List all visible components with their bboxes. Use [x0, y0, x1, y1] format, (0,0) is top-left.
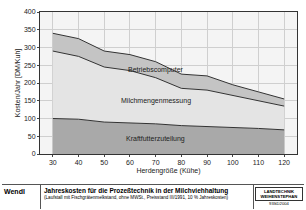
- svg-text:100: 100: [24, 115, 36, 122]
- svg-text:80: 80: [177, 159, 185, 166]
- svg-text:100: 100: [227, 159, 239, 166]
- html-text:93SD2004: 93SD2004: [269, 201, 289, 206]
- svg-text:200: 200: [24, 79, 36, 86]
- svg-text:Herdengröße (Kühe): Herdengröße (Kühe): [136, 167, 200, 175]
- svg-text:90: 90: [203, 159, 211, 166]
- svg-text:0: 0: [32, 150, 36, 157]
- html-text:LANDTECHNIK WEIHENSTEPHAN: LANDTECHNIK WEIHENSTEPHAN: [260, 189, 298, 199]
- html-text:(Laufstall mit Fischgrätenmelk: (Laufstall mit Fischgrätenmelkstand, ohn…: [44, 195, 229, 200]
- svg-text:110: 110: [253, 159, 264, 166]
- svg-text:250: 250: [24, 62, 36, 69]
- html-text:Jahreskosten für die Prozeßtec: Jahreskosten für die Prozeßtechnik in de…: [44, 187, 229, 194]
- html-text:Wendl: Wendl: [4, 188, 25, 195]
- svg-text:60: 60: [126, 159, 134, 166]
- svg-text:150: 150: [24, 97, 36, 104]
- svg-text:30: 30: [49, 159, 57, 166]
- svg-text:120: 120: [278, 159, 290, 166]
- svg-text:Kraftfutterzuteilung: Kraftfutterzuteilung: [126, 135, 185, 143]
- svg-text:300: 300: [24, 44, 36, 51]
- svg-text:40: 40: [75, 159, 83, 166]
- svg-text:50: 50: [28, 133, 36, 140]
- svg-text:Kosten/Jahr [DM/Kuh]: Kosten/Jahr [DM/Kuh]: [14, 49, 22, 118]
- svg-text:350: 350: [24, 26, 36, 33]
- svg-text:Betriebscomputer: Betriebscomputer: [128, 66, 184, 74]
- svg-text:70: 70: [152, 159, 160, 166]
- svg-text:400: 400: [24, 8, 36, 15]
- svg-text:50: 50: [100, 159, 108, 166]
- svg-text:Milchmengenmessung: Milchmengenmessung: [121, 97, 191, 105]
